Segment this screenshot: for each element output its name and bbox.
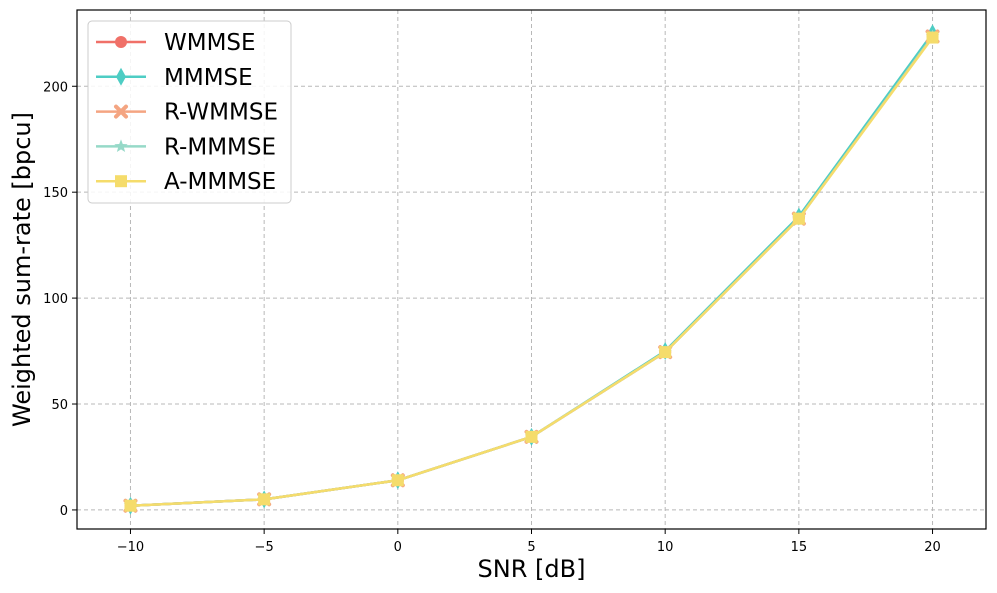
data-point <box>391 474 404 487</box>
y-tick-label: 150 <box>43 186 68 201</box>
y-tick-label: 50 <box>51 398 68 413</box>
legend-marker <box>114 139 128 153</box>
x-axis-title: SNR [dB] <box>478 555 586 583</box>
legend-item: A-MMMSE <box>96 169 276 195</box>
y-tick-label: 0 <box>60 504 68 519</box>
legend-item: MMMSE <box>96 65 253 91</box>
series-a-mmmse <box>124 31 939 512</box>
x-axis: −10 −5 0 5 10 15 20 <box>117 529 941 555</box>
x-tick-label: 15 <box>791 540 808 555</box>
legend-marker <box>115 36 127 48</box>
data-point <box>525 430 538 443</box>
x-tick-label: 10 <box>657 540 674 555</box>
data-point <box>258 493 271 506</box>
x-tick-label: 0 <box>394 540 402 555</box>
legend-label: A-MMMSE <box>164 169 276 195</box>
x-tick-label: 20 <box>924 540 941 555</box>
legend-item: R-WMMSE <box>96 100 278 126</box>
x-tick-label: −10 <box>117 540 144 555</box>
y-axis-title: Weighted sum-rate [bpcu] <box>8 112 36 427</box>
y-tick-label: 100 <box>43 292 68 307</box>
data-point <box>792 212 805 225</box>
series-layer <box>123 24 940 515</box>
data-point <box>124 499 137 512</box>
legend-label: WMMSE <box>164 30 256 56</box>
y-tick-label: 200 <box>43 80 68 95</box>
data-point <box>926 31 939 44</box>
legend-marker <box>115 175 127 188</box>
legend-label: R-MMMSE <box>164 134 276 160</box>
legend-item: WMMSE <box>96 30 256 56</box>
legend: WMMSE MMMSE R-WMMSE R-MMMSE A-MMMSE <box>87 20 292 204</box>
x-tick-label: 5 <box>527 540 535 555</box>
legend-marker <box>114 104 128 119</box>
legend-label: MMMSE <box>164 65 253 91</box>
data-point <box>659 346 672 359</box>
legend-label: R-WMMSE <box>164 100 278 126</box>
y-axis: 0 50 100 150 200 <box>43 80 77 519</box>
legend-box <box>87 20 292 204</box>
legend-marker <box>116 67 126 86</box>
legend-item: R-MMMSE <box>96 134 276 160</box>
x-tick-label: −5 <box>255 540 274 555</box>
